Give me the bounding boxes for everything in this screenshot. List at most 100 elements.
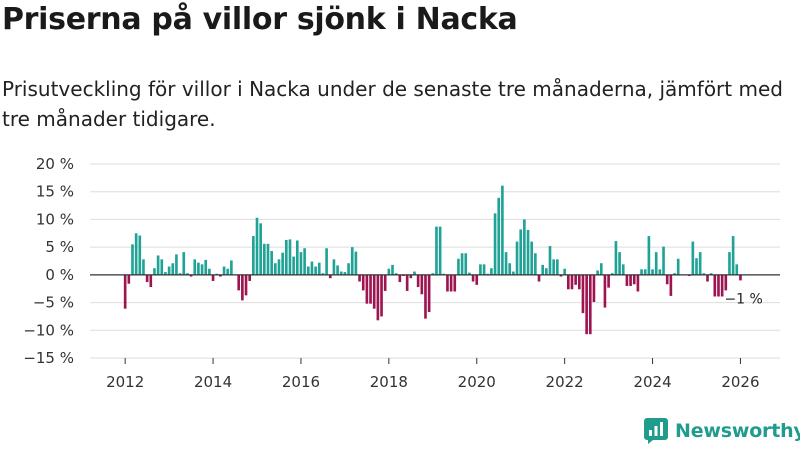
bar <box>193 259 197 275</box>
bar <box>219 274 222 277</box>
bar <box>263 243 266 275</box>
bar <box>709 273 713 275</box>
bar <box>387 268 391 275</box>
bar <box>208 268 211 275</box>
bar <box>647 236 651 275</box>
bar <box>431 273 435 275</box>
bar <box>537 274 541 282</box>
bar <box>134 233 138 275</box>
bar <box>204 259 208 275</box>
bar <box>460 253 464 275</box>
bar <box>167 266 171 275</box>
bar <box>310 261 314 275</box>
bar <box>618 252 621 275</box>
bar <box>603 274 607 308</box>
bar <box>599 263 603 275</box>
bar <box>295 240 299 275</box>
bar <box>570 274 574 290</box>
y-tick-label: −5 % <box>33 294 74 312</box>
chart-subtitle: Prisutveckling för villor i Nacka under … <box>2 77 783 131</box>
bar <box>241 274 244 301</box>
bar <box>501 185 504 275</box>
bar <box>651 269 654 275</box>
bar <box>182 252 186 275</box>
y-tick-label: 10 % <box>36 210 74 228</box>
y-tick-label: 20 % <box>36 155 74 173</box>
bar <box>237 274 241 291</box>
bar <box>471 274 475 282</box>
bar <box>526 229 530 275</box>
bar <box>420 274 424 295</box>
bar <box>702 273 706 275</box>
bar <box>332 259 336 275</box>
bar <box>405 274 409 291</box>
bar <box>698 252 702 275</box>
bar <box>299 252 303 275</box>
bar <box>658 269 662 275</box>
bar <box>695 258 698 275</box>
bar <box>413 271 416 275</box>
bar <box>255 217 259 275</box>
bar-chart-logo-icon <box>644 418 668 444</box>
bar <box>739 274 742 281</box>
bar <box>541 264 544 275</box>
bar <box>607 274 610 288</box>
bar <box>248 274 251 281</box>
bar <box>175 254 178 275</box>
x-tick-label: 2022 <box>546 373 584 391</box>
bar <box>328 274 332 279</box>
bar <box>676 258 680 275</box>
bar <box>270 251 273 275</box>
bar <box>266 243 270 275</box>
bar <box>654 252 658 275</box>
bar <box>482 264 486 275</box>
chart-title: Priserna på villor sjönk i Nacka <box>2 2 518 37</box>
x-tick-label: 2018 <box>370 373 408 391</box>
bar <box>145 274 149 283</box>
x-axis: 2012 2014 2016 2018 2020 2022 2024 2026 <box>106 358 760 391</box>
x-tick-label: 2014 <box>194 373 232 391</box>
y-tick-label: 15 % <box>36 183 74 201</box>
bar <box>123 274 127 309</box>
bar <box>138 235 142 275</box>
bar <box>493 213 497 275</box>
bar <box>383 274 387 291</box>
bars <box>123 185 742 335</box>
bar <box>625 274 629 286</box>
y-axis: −15 % −10 % −5 % 0 % 5 % 10 % 15 % 20 % <box>23 155 74 367</box>
bar <box>336 265 339 275</box>
bar <box>728 252 731 275</box>
x-tick-label: 2024 <box>633 373 671 391</box>
y-tick-label: −15 % <box>23 349 74 367</box>
bar <box>585 274 588 335</box>
bar <box>556 259 559 275</box>
bar <box>475 274 479 285</box>
bar <box>512 271 515 275</box>
bar <box>596 270 599 275</box>
bar <box>530 241 534 275</box>
bar <box>281 252 284 275</box>
bar <box>197 262 200 275</box>
bar <box>446 274 449 292</box>
bar <box>149 274 153 288</box>
bar <box>380 274 383 317</box>
x-tick-label: 2012 <box>106 373 144 391</box>
bar <box>588 274 592 335</box>
bar <box>131 244 134 275</box>
bar <box>372 274 376 309</box>
bar <box>354 251 358 275</box>
bar <box>186 273 189 275</box>
bar <box>706 274 709 282</box>
bar <box>391 264 394 275</box>
bar <box>669 274 673 296</box>
bar <box>376 274 380 321</box>
bar <box>662 246 665 275</box>
bar <box>735 264 739 275</box>
newsworthy-logo: Newsworthy <box>644 418 800 444</box>
bar <box>468 272 471 275</box>
bar <box>592 274 596 303</box>
bar <box>519 229 523 275</box>
bar <box>424 274 427 319</box>
brand-name: Newsworthy <box>675 420 800 442</box>
x-tick-label: 2020 <box>458 373 496 391</box>
